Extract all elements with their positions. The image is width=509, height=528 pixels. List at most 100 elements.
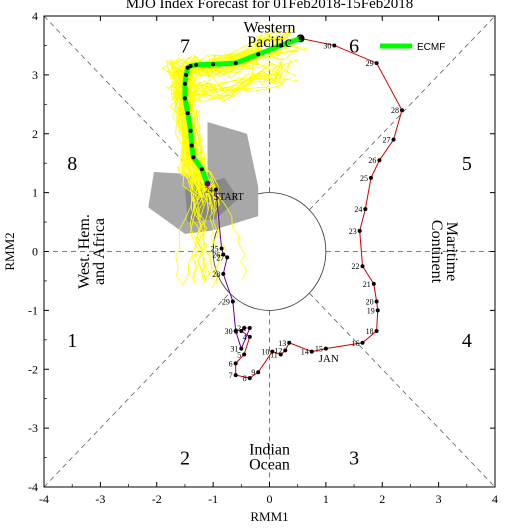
observed-point-label: 30 <box>225 327 233 336</box>
forecast-mean-point <box>182 81 187 86</box>
observed-point-label: 27 <box>216 253 224 262</box>
forecast-mean-point <box>194 62 199 67</box>
chart-title: MJO Index Forecast for 01Feb2018-15Feb20… <box>126 0 413 12</box>
y-tick-label: 0 <box>32 245 38 259</box>
y-tick-label: 3 <box>32 68 38 82</box>
observed-point <box>360 264 365 269</box>
region-maritime: Continent <box>428 220 445 284</box>
observed-point-label: 31 <box>230 345 238 354</box>
observed-point <box>233 328 238 333</box>
observed-point <box>219 246 224 251</box>
region-western-pacific: Pacific <box>247 34 291 51</box>
legend-label-ecmf: ECMF <box>417 42 445 53</box>
observed-point-label: 24 <box>205 186 213 195</box>
observed-point-label: 29 <box>222 298 230 307</box>
observed-point <box>213 187 218 192</box>
observed-point-label: 23 <box>349 227 357 236</box>
observed-point <box>278 352 283 357</box>
observed-point <box>242 326 247 331</box>
observed-point <box>287 340 292 345</box>
observed-point <box>270 349 275 354</box>
observed-point <box>256 370 261 375</box>
region-west-hem: and Africa <box>91 218 108 285</box>
observed-point-label: 28 <box>391 106 399 115</box>
forecast-mean-track: START <box>182 36 303 203</box>
y-tick-label: 4 <box>32 9 38 23</box>
ensemble-member <box>189 196 201 280</box>
forecast-mean-point <box>233 61 238 66</box>
forecast-mean-point <box>211 62 216 67</box>
observed-point-label: 26 <box>368 156 376 165</box>
forecast-mean-point <box>191 155 196 160</box>
phase-label-4: 4 <box>462 330 472 352</box>
x-tick-label: -4 <box>39 492 49 506</box>
observed-point-label: 2 <box>237 324 241 333</box>
region-west-hem: West. Hem. <box>76 214 93 289</box>
observed-point <box>363 207 368 212</box>
observed-point <box>221 271 226 276</box>
observed-point <box>377 158 382 163</box>
start-marker <box>204 180 211 187</box>
observed-point-label: 27 <box>383 136 391 145</box>
observed-point <box>323 346 328 351</box>
y-tick-label: 2 <box>32 127 38 141</box>
observed-point <box>357 228 362 233</box>
region-western-pacific: Western <box>243 19 295 36</box>
phase-label-8: 8 <box>67 153 77 175</box>
ensemble-member <box>194 193 207 281</box>
region-indian-ocean: Indian <box>249 442 290 459</box>
observed-point <box>283 348 288 353</box>
forecast-mean-point <box>188 64 193 69</box>
y-tick-label: 1 <box>32 186 38 200</box>
observed-point <box>375 308 380 313</box>
forecast-mean-point <box>199 167 204 172</box>
observed-point-label: 11 <box>270 351 278 360</box>
legend: ECMF <box>380 42 445 53</box>
x-tick-label: 0 <box>267 492 273 506</box>
observed-point-label: 6 <box>229 359 233 368</box>
observed-point <box>247 334 252 339</box>
observed-point-label: 1 <box>243 324 247 333</box>
phase-label-6: 6 <box>349 35 359 57</box>
y-tick-label: -3 <box>28 421 38 435</box>
observed-point-label: 4 <box>243 333 247 342</box>
x-tick-label: 1 <box>323 492 329 506</box>
forecast-mean-point <box>182 96 187 101</box>
x-tick-label: -2 <box>152 492 162 506</box>
chart-labels: MJO Index Forecast for 01Feb2018-15Feb20… <box>2 0 472 524</box>
observed-point <box>221 252 226 257</box>
y-axis-label: RMM2 <box>2 232 17 270</box>
forecast-mean-point <box>298 36 303 41</box>
observed-track-jan <box>235 37 403 379</box>
observed-point-label: 26 <box>212 250 220 259</box>
observed-point-label: 21 <box>363 280 371 289</box>
forecast-mean-point <box>184 72 189 77</box>
ensemble-member <box>189 194 210 285</box>
observed-point <box>247 376 252 381</box>
observed-point-label: 18 <box>366 327 374 336</box>
observed-point-label: 19 <box>367 306 375 315</box>
observed-point <box>360 340 365 345</box>
observed-point <box>374 328 379 333</box>
x-tick-label: 4 <box>492 492 498 506</box>
ensemble-member <box>193 194 212 283</box>
x-tick-label: -3 <box>95 492 105 506</box>
jan-annotation: JAN <box>319 353 339 365</box>
observed-point-label: 24 <box>354 205 362 214</box>
forecast-mean-point <box>189 143 194 148</box>
phase-label-3: 3 <box>349 448 359 470</box>
observed-point <box>225 255 230 260</box>
ensemble-member <box>218 195 247 280</box>
unit-circle <box>212 192 327 311</box>
observed-point <box>239 328 244 333</box>
observed-point-label: 15 <box>315 345 323 354</box>
observed-point-label: 25 <box>211 245 219 254</box>
observed-point <box>332 43 337 48</box>
ensemble-member <box>190 195 203 285</box>
observed-point-label: 28 <box>212 270 220 279</box>
phase-label-2: 2 <box>180 448 190 470</box>
ensemble-member <box>160 36 306 190</box>
observed-point <box>399 108 404 113</box>
